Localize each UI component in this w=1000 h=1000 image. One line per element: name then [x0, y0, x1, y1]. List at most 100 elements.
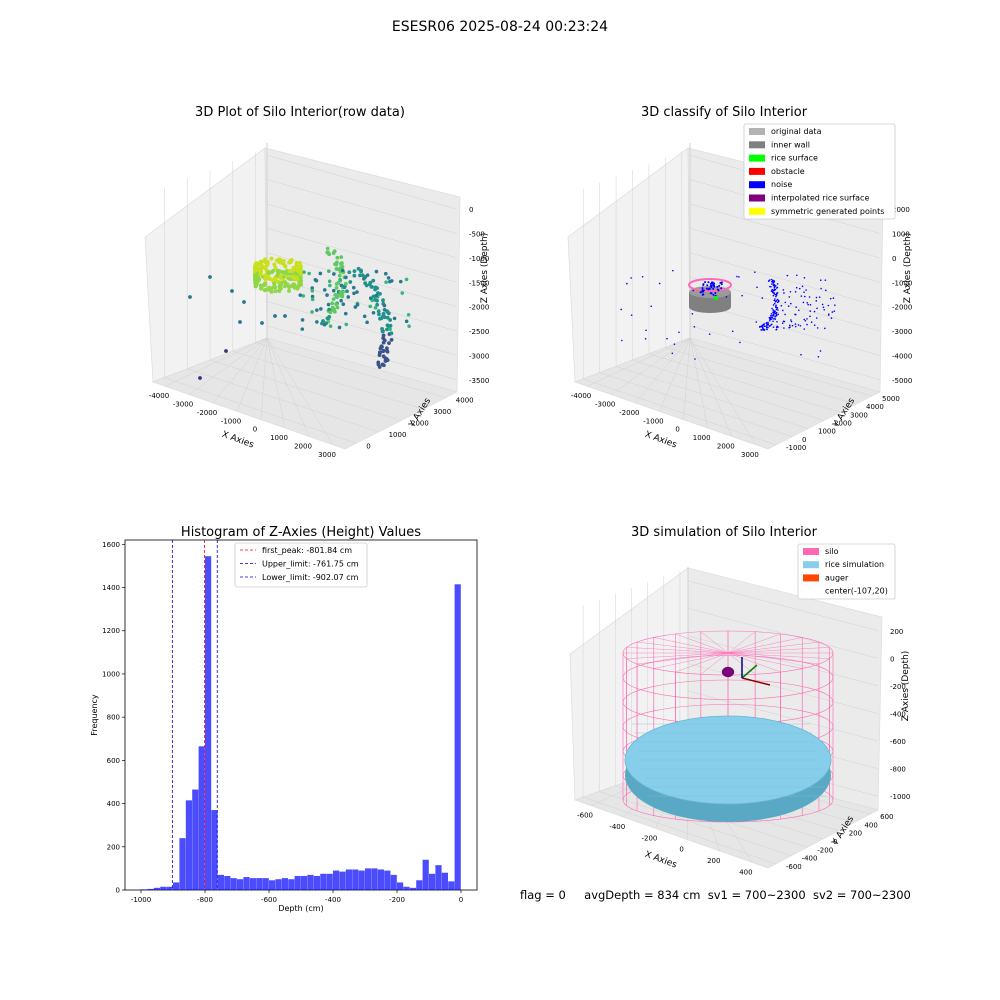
z-tick-label: 1000 — [892, 231, 910, 239]
noise-point — [706, 284, 709, 287]
noise-point — [767, 280, 770, 283]
noise-point — [770, 323, 773, 326]
noise-point — [798, 287, 801, 290]
point — [381, 333, 386, 338]
z-tick-label: 0 — [890, 655, 894, 663]
histogram-y-ticks: 0 200 400 600 800 1000 1200 1400 1600 — [102, 541, 125, 895]
x-tick-label: -600 — [261, 896, 277, 904]
noise-point — [824, 327, 826, 330]
point — [188, 295, 192, 299]
point — [265, 262, 270, 267]
noise-point — [775, 304, 777, 307]
noise-point — [829, 297, 832, 300]
legend-swatch — [749, 128, 765, 135]
noise-point — [806, 323, 808, 326]
noise-point — [794, 323, 797, 325]
x-tick-label: -4000 — [571, 392, 591, 400]
histogram-bar — [205, 556, 212, 890]
noise-point — [796, 274, 798, 277]
noise-point — [791, 324, 794, 327]
histogram-bar — [275, 879, 282, 890]
point — [335, 255, 340, 260]
point — [298, 279, 303, 284]
z-tick-label: -200 — [890, 683, 906, 691]
point — [392, 316, 397, 321]
silo-spoke — [727, 637, 803, 654]
point — [288, 258, 293, 263]
noise-point — [788, 296, 791, 298]
histogram-bar — [365, 868, 372, 890]
noise-point — [714, 291, 717, 294]
noise-point — [762, 323, 765, 326]
point — [365, 320, 369, 325]
point — [330, 305, 335, 310]
point — [375, 286, 379, 291]
point — [362, 277, 366, 281]
y-tick-label: 4000 — [866, 403, 884, 411]
y-tick-label: 400 — [107, 800, 120, 808]
noise-point — [766, 324, 768, 327]
point — [388, 323, 393, 328]
legend-swatch — [749, 167, 765, 175]
silo-spoke — [727, 633, 781, 654]
histogram-bar — [160, 886, 167, 890]
histogram-bar — [416, 880, 423, 890]
point — [352, 269, 357, 274]
histogram-bar — [384, 870, 391, 890]
noise-point — [701, 290, 704, 293]
suptitle: ESESR06 2025-08-24 00:23:24 — [392, 19, 608, 35]
panel1-grid — [164, 143, 458, 445]
histogram-bar — [454, 584, 461, 890]
point — [368, 296, 373, 301]
point — [277, 288, 282, 293]
silo-spoke — [637, 652, 729, 665]
point — [388, 318, 393, 322]
x-tick-label: -1000 — [221, 417, 241, 425]
noise-point — [823, 308, 826, 311]
panel4-grid — [582, 567, 879, 865]
y-tick-label: 1000 — [389, 431, 407, 439]
point — [258, 260, 263, 265]
histogram-bar — [352, 869, 359, 890]
point — [379, 344, 384, 349]
point — [344, 275, 348, 280]
noise-point — [827, 314, 830, 316]
noise-point — [789, 326, 791, 328]
z-tick-label: -500 — [469, 231, 485, 239]
point — [355, 290, 359, 294]
noise-point — [807, 303, 809, 306]
x-tick-label: 0 — [459, 896, 463, 904]
y-tick-label: 1000 — [818, 428, 836, 436]
point — [292, 285, 297, 290]
noise-point — [709, 283, 712, 286]
panel-3d-simulation: 3D simulation of Silo Interior -600-400-… — [569, 525, 911, 876]
panel1-z-ticks: 0 -500 -1000 -1500 -2000 -2500 -3000 -3500 — [469, 206, 489, 385]
noise-point — [822, 306, 825, 309]
point — [328, 310, 333, 315]
point — [404, 277, 409, 282]
noise-point — [772, 304, 775, 306]
histogram-bar — [237, 879, 244, 890]
y-tick-label: 200 — [107, 843, 120, 851]
histogram-bar — [403, 886, 410, 890]
noise-point — [819, 350, 822, 352]
point — [208, 275, 212, 279]
y-tick-label: 200 — [849, 830, 862, 838]
x-tick-label: 0 — [679, 846, 683, 854]
y-tick-label: 800 — [107, 714, 120, 722]
point — [352, 291, 356, 296]
noise-point — [707, 281, 710, 284]
noise-point — [797, 309, 800, 312]
histogram-bar — [333, 870, 340, 890]
legend-swatch — [749, 194, 765, 202]
point — [371, 278, 376, 283]
z-tick-label: -2000 — [892, 304, 912, 312]
noise-point — [788, 324, 791, 327]
noise-point — [708, 288, 711, 291]
histogram-bar — [217, 874, 224, 890]
silo-spoke — [653, 637, 729, 654]
noise-point — [761, 297, 764, 299]
y-tick-label: 3000 — [850, 411, 868, 419]
noise-point — [731, 330, 734, 333]
point — [322, 322, 327, 327]
